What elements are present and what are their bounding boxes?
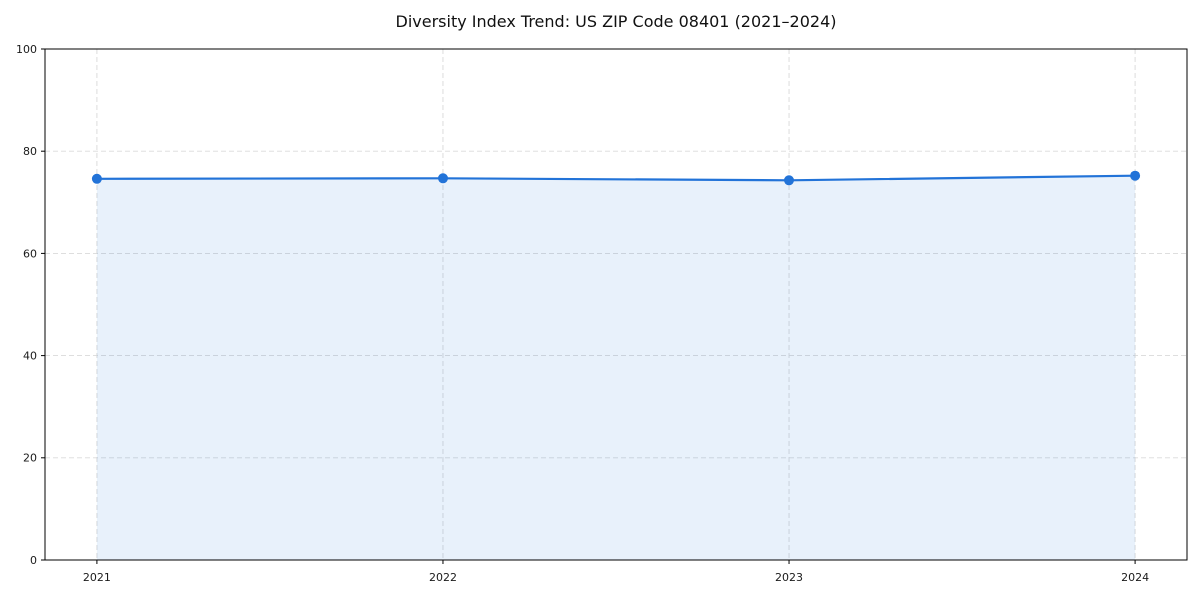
x-tick-label: 2022 [429, 571, 457, 584]
y-tick-label: 100 [16, 43, 37, 56]
area-fill [96, 175, 1136, 560]
plot-border [44, 48, 1188, 561]
y-tick-label: 80 [23, 145, 37, 158]
chart-title: Diversity Index Trend: US ZIP Code 08401… [395, 12, 837, 31]
y-tick-label: 0 [30, 554, 37, 567]
data-point [784, 175, 794, 186]
y-tick-label: 20 [23, 452, 37, 465]
data-point [438, 173, 448, 184]
x-tick-label: 2021 [83, 571, 111, 584]
y-tick-label: 40 [23, 349, 37, 362]
y-tick-label: 60 [23, 247, 37, 260]
x-tick-label: 2023 [775, 571, 803, 584]
data-point [91, 173, 102, 184]
trend-line [95, 174, 1137, 182]
data-point [1130, 170, 1141, 181]
x-tick-label: 2024 [1121, 571, 1149, 584]
